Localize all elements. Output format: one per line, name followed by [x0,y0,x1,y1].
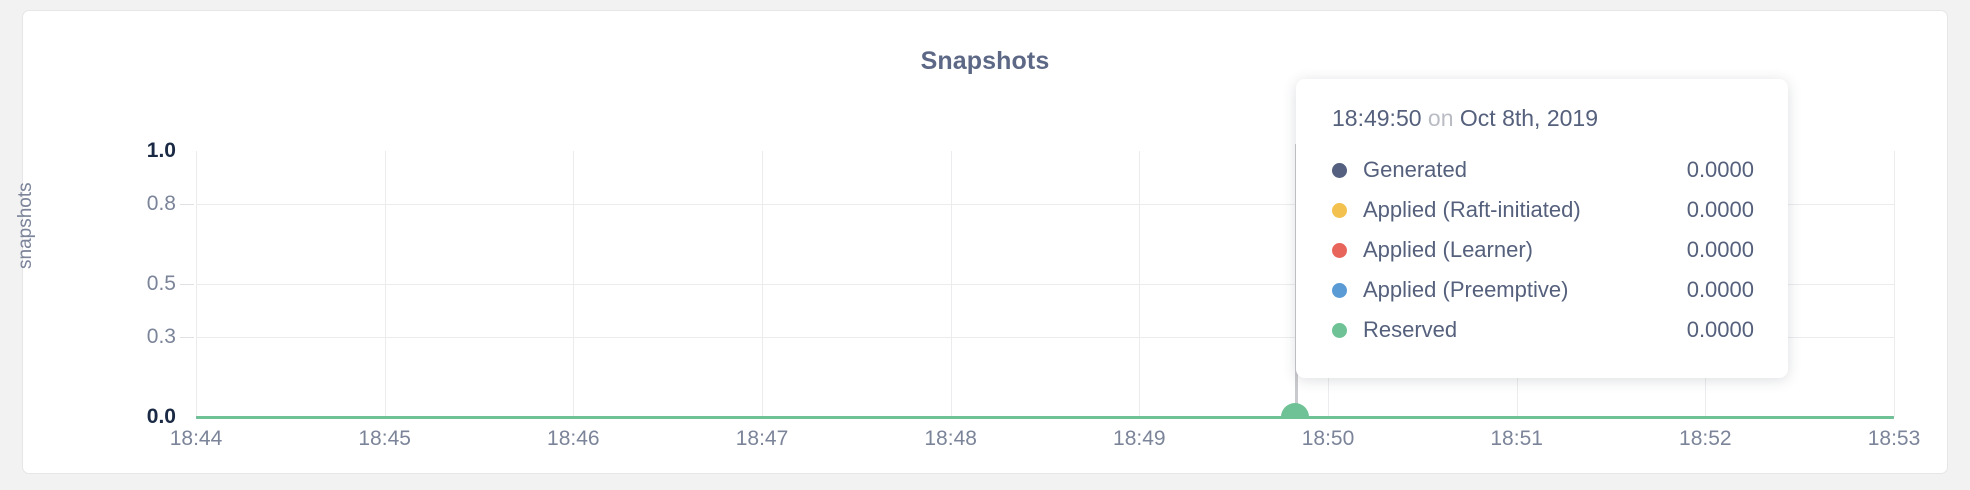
series-color-dot-icon [1332,322,1347,338]
tooltip-date: Oct 8th, 2019 [1459,105,1598,131]
y-axis-tick-label: 1.0 [146,139,176,162]
tooltip-series-value: 0.0000 [1686,197,1754,222]
plot-area[interactable] [196,151,1895,419]
tooltip-row: Generated 0.0000 [1332,150,1754,190]
tooltip-series-value: 0.0000 [1686,157,1754,182]
x-axis-tick-label: 18:46 [547,427,600,450]
tooltip-time: 18:49:50 [1332,105,1422,131]
gridline-horizontal [196,204,1894,206]
tooltip-series-label: Applied (Learner) [1363,237,1533,262]
tooltip-series-value: 0.0000 [1686,317,1754,342]
hover-tooltip: 18:49:50 on Oct 8th, 2019 Generated 0.000… [1296,79,1788,378]
x-axis-tick-label: 18:50 [1301,427,1355,450]
tooltip-series-label: Generated [1363,157,1467,182]
gridline-vertical [762,151,763,417]
series-color-dot-icon [1332,202,1347,218]
y-axis-ticks: 0.0 0.3 0.5 0.8 1.0 [56,139,194,428]
y-axis-tick-label: 0.5 [56,272,194,296]
x-axis-tick-label: 18:48 [924,427,977,450]
series-line [196,416,1894,419]
gridline-horizontal [196,337,1894,339]
y-axis-tick-mark [180,284,194,285]
gridline-vertical [1894,151,1895,417]
x-axis-tick-label: 18:44 [169,427,223,450]
page-title: Snapshots [920,47,1050,75]
snapshots-chart-card: Snapshots snapshots 0.0 0.3 0.5 0.8 1.0 18:4… [15,10,1948,474]
series-color-dot-icon [1332,282,1347,298]
y-axis-tick-label: 0.0 [146,405,176,428]
y-axis-tick-label: 0.3 [56,325,194,349]
x-axis-tick-label: 18:53 [1867,427,1921,450]
tooltip-row: Applied (Preemptive) 0.0000 [1332,270,1754,310]
tooltip-series-value: 0.0000 [1686,237,1754,262]
tooltip-series-label: Reserved [1363,317,1458,342]
tooltip-header: 18:49:50 on Oct 8th, 2019 [1332,105,1754,132]
hover-marker [1280,403,1313,419]
y-axis-tick-label: 0.8 [56,192,194,216]
tooltip-row: Applied (Learner) 0.0000 [1332,230,1754,270]
tooltip-row: Reserved 0.0000 [1332,310,1754,350]
tooltip-series-label: Applied (Preemptive) [1363,277,1569,302]
x-axis-tick-label: 18:49 [1113,427,1166,450]
tooltip-series-label: Applied (Raft-initiated) [1363,197,1581,222]
gridline-vertical [196,151,197,417]
y-axis-tick-mark [180,337,194,339]
x-axis-tick-label: 18:45 [358,427,411,450]
y-axis-tick-mark [180,204,194,206]
tooltip-series-value: 0.0000 [1686,277,1754,302]
series-color-dot-icon [1332,242,1347,258]
tooltip-rows: Generated 0.0000 Applied (Raft-initiated) 0… [1332,150,1754,350]
gridline-vertical [950,151,952,417]
tooltip-row: Applied (Raft-initiated) 0.0000 [1332,190,1754,230]
x-axis-tick-label: 18:52 [1679,427,1732,450]
series-color-dot-icon [1332,162,1347,178]
gridline-vertical [1139,151,1141,417]
y-axis-label: snapshots [15,182,36,269]
gridline-horizontal [196,284,1894,285]
x-axis-tick-label: 18:51 [1490,427,1543,450]
gridline-vertical [573,151,575,417]
x-axis-tick-label: 18:47 [735,427,789,450]
gridline-vertical [384,151,386,417]
tooltip-on-word: on [1427,105,1454,131]
